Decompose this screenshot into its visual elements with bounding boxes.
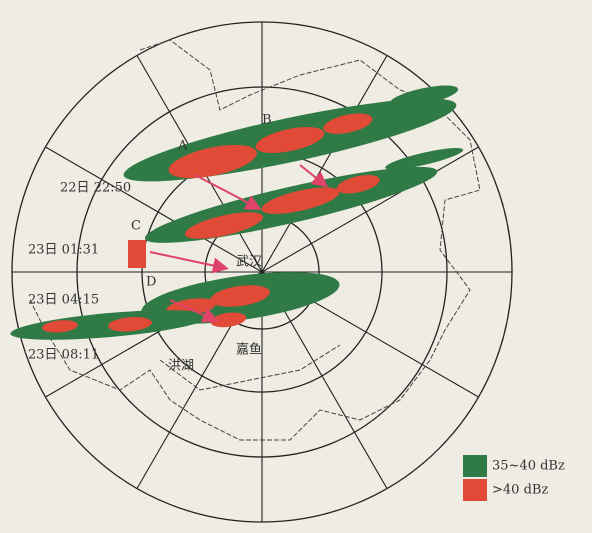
legend: 35~40 dBz >40 dBz (463, 455, 565, 501)
echo-label: C (131, 219, 141, 234)
province-borders (29, 39, 481, 441)
place-label: 嘉鱼 (236, 342, 262, 358)
radar-echoes (10, 85, 464, 340)
time-label: 23日 01:31 (28, 243, 99, 258)
legend-swatch (463, 455, 487, 477)
labels: A B C D 22日 22:50 23日 01:31 23日 04:15 23… (28, 113, 272, 374)
legend-label: 35~40 dBz (492, 459, 565, 474)
legend-label: >40 dBz (492, 483, 548, 498)
echo-label: D (146, 275, 156, 290)
movement-arrows (149, 164, 329, 323)
place-label: 武汉 (236, 255, 262, 270)
time-label: 23日 04:15 (28, 293, 99, 308)
legend-swatch (463, 479, 487, 501)
echo-label: B (262, 113, 272, 128)
echo-label: A (177, 139, 188, 154)
place-label: 洪湖 (168, 359, 194, 374)
time-label: 22日 22:50 (60, 181, 131, 196)
time-label: 23日 08:11 (28, 348, 99, 363)
